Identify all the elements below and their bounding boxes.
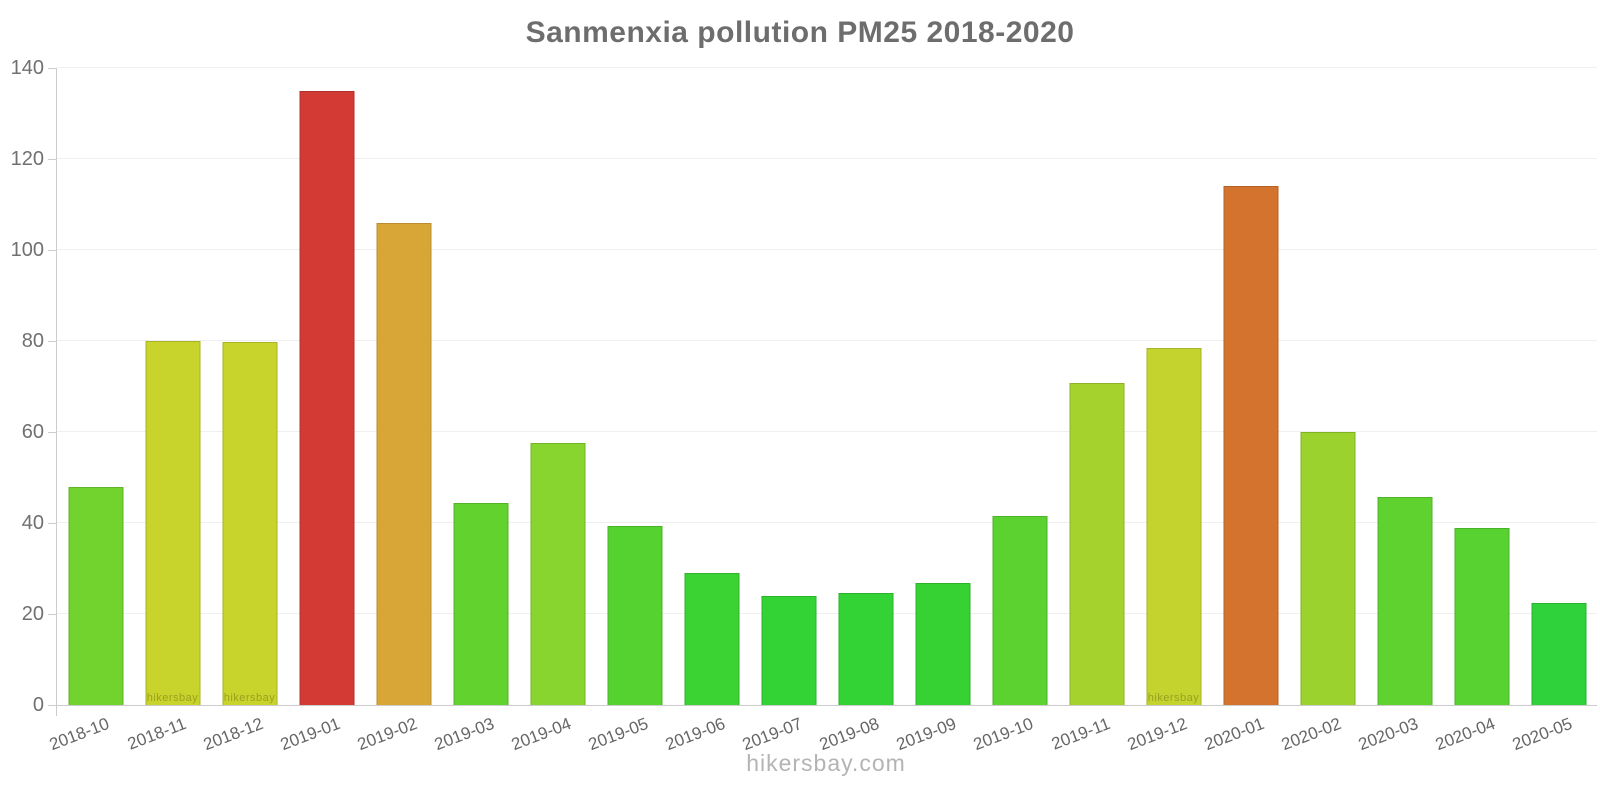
bar-2020-02[interactable] [1300,432,1355,705]
chart-title: Sanmenxia pollution PM25 2018-2020 [525,16,1075,49]
bar-2019-03[interactable] [453,502,508,705]
bar-2019-09[interactable] [915,583,970,705]
y-axis-label-100: 100 [10,239,44,261]
y-axis-tick [48,704,56,706]
bar-2020-01[interactable] [1223,186,1278,705]
y-axis-tick [48,522,56,524]
gridline-60 [57,431,1597,432]
bar-slot-2018-12: hikersbay [211,68,288,705]
bar-slot-2019-01 [288,68,365,705]
bar-inner-watermark: hikersbay [1147,692,1200,704]
bar-2020-03[interactable] [1377,497,1432,705]
bar-slot-2020-02 [1289,68,1366,705]
bar-slot-2019-11 [1058,68,1135,705]
y-axis-label-20: 20 [21,603,44,625]
gridline-140 [57,67,1597,68]
bar-slot-2019-09 [904,68,981,705]
y-axis-label-140: 140 [10,57,44,79]
bar-slot-2019-12: hikersbay [1135,68,1212,705]
bar-slot-2020-03 [1366,68,1443,705]
bar-slot-2019-06 [673,68,750,705]
y-axis-tick [48,67,56,69]
y-axis-label-0: 0 [32,694,44,716]
y-axis-tick [48,249,56,251]
bar-slot-2019-05 [596,68,673,705]
gridline-80 [57,340,1597,341]
bar-2018-10[interactable] [68,486,123,705]
bar-2019-08[interactable] [838,592,893,705]
bar-slot-2020-01 [1212,68,1289,705]
y-axis-label-80: 80 [21,330,44,352]
bar-2019-01[interactable] [299,90,354,705]
gridline-120 [57,158,1597,159]
bar-slot-2019-03 [442,68,519,705]
x-axis-tick [56,705,57,716]
bar-2019-07[interactable] [761,595,816,705]
bar-2020-04[interactable] [1454,527,1509,705]
bar-slot-2019-02 [365,68,442,705]
bar-2019-12[interactable]: hikersbay [1146,348,1201,705]
bar-2019-10[interactable] [992,516,1047,705]
bar-slot-2019-04 [519,68,596,705]
gridline-20 [57,613,1597,614]
gridline-40 [57,522,1597,523]
bar-2018-12[interactable]: hikersbay [222,342,277,705]
bar-slot-2018-10 [57,68,134,705]
y-axis-label-40: 40 [21,512,44,534]
bar-2020-05[interactable] [1531,602,1586,705]
gridline-100 [57,249,1597,250]
y-axis-label-60: 60 [21,421,44,443]
y-axis-tick [48,158,56,160]
bar-slot-2020-04 [1443,68,1520,705]
bar-slot-2019-07 [750,68,827,705]
bar-slot-2019-10 [981,68,1058,705]
bar-2019-02[interactable] [376,222,431,705]
bar-inner-watermark: hikersbay [146,692,199,704]
bar-2019-04[interactable] [530,443,585,705]
bar-2018-11[interactable]: hikersbay [145,341,200,705]
bar-inner-watermark: hikersbay [223,692,276,704]
y-axis-tick [48,613,56,615]
bar-2019-11[interactable] [1069,383,1124,705]
y-axis-label-120: 120 [10,148,44,170]
plot-area: hikersbay hikersbay hikersbay [48,67,1597,716]
bar-2019-05[interactable] [607,526,662,705]
y-axis-tick [48,340,56,342]
y-axis-tick [48,431,56,433]
bar-slot-2019-08 [827,68,904,705]
site-watermark: hikersbay.com [746,750,906,776]
bar-slot-2018-11: hikersbay [134,68,211,705]
bar-slot-2020-05 [1520,68,1597,705]
bar-2019-06[interactable] [684,573,739,705]
